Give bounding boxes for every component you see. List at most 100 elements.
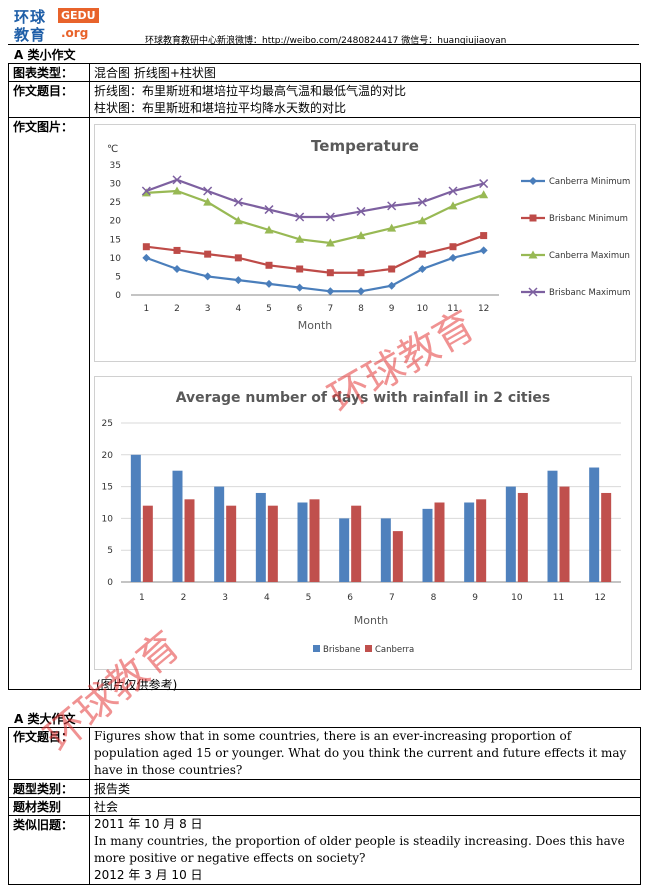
row-value-subject: 社会 (89, 797, 641, 816)
legend-swatch (313, 645, 320, 652)
similar-date-2: 2012 年 3 月 10 日 (94, 868, 203, 882)
x-tick-label: 8 (431, 593, 437, 603)
similar-date-1: 2011 年 10 月 8 日 (94, 817, 203, 831)
legend-label: Brisbanc Maximum (549, 288, 630, 298)
bar (505, 486, 516, 582)
y-tick-label: 15 (102, 483, 113, 493)
large-essay-title: A 类大作文 (14, 712, 76, 726)
logo-line1: 环球 (14, 8, 47, 26)
bar (464, 502, 475, 582)
data-point (449, 253, 457, 262)
gedu-logo: 环球 教育 GEDU .org (14, 6, 99, 44)
data-point (387, 281, 396, 290)
x-axis-title: Month (354, 614, 389, 627)
data-point (480, 232, 488, 240)
y-tick-label: 20 (102, 451, 114, 461)
header-divider (8, 44, 639, 45)
series-line (146, 189, 485, 245)
data-point (204, 250, 212, 258)
x-tick-label: 1 (139, 593, 145, 603)
rainfall-chart-frame: Average number of days with rainfall in … (94, 376, 632, 670)
logo-badge: GEDU (58, 8, 99, 23)
bar (380, 518, 391, 582)
legend-marker (528, 287, 538, 297)
row-label-subject: 题材类别 (8, 797, 90, 816)
data-point (448, 201, 458, 210)
x-axis-title: Month (298, 319, 333, 332)
x-tick-label: 10 (511, 593, 523, 603)
row-value-essay-topic: 折线图：布里斯班和堪培拉平均最高气温和最低气温的对比 柱状图：布里斯班和堪培拉平… (89, 81, 641, 118)
data-point (326, 269, 334, 277)
x-tick-label: 11 (447, 304, 458, 314)
x-tick-label: 9 (389, 304, 395, 314)
data-point (233, 197, 243, 207)
legend-marker (528, 250, 538, 259)
bar (130, 454, 141, 582)
data-point (449, 243, 457, 251)
data-point (203, 186, 213, 196)
y-tick-label: 0 (107, 578, 113, 588)
data-point (141, 186, 151, 196)
similar-question: In many countries, the proportion of old… (94, 834, 625, 865)
data-point (418, 250, 426, 258)
row-label-essay-image: 作文图片： (8, 117, 90, 690)
data-point (296, 265, 304, 273)
bar (309, 499, 320, 582)
x-tick-label: 9 (472, 593, 478, 603)
bar (214, 486, 225, 582)
x-tick-label: 10 (417, 304, 429, 314)
data-point (479, 179, 489, 189)
x-tick-label: 12 (594, 593, 605, 603)
x-tick-label: 2 (174, 304, 180, 314)
data-point (234, 276, 243, 285)
bar (172, 470, 183, 582)
temperature-chart-frame: Temperature ℃ 0 5 10 15 20 25 30 35 1 2 3 4 5 6 7 8 9 10 11 1… (94, 124, 636, 362)
data-point (172, 175, 182, 185)
bar (226, 505, 237, 582)
data-point (264, 225, 274, 234)
bar (184, 499, 195, 582)
data-point (265, 279, 273, 288)
y-axis-unit: ℃ (107, 144, 118, 155)
y-tick-label: 25 (102, 419, 113, 429)
x-tick-label: 3 (222, 593, 228, 603)
bar (434, 502, 445, 582)
bar (422, 508, 433, 582)
x-tick-label: 11 (553, 593, 564, 603)
data-point (173, 246, 181, 254)
data-point (265, 261, 273, 269)
chart-title: Average number of days with rainfall in … (176, 390, 551, 406)
data-point (203, 197, 213, 206)
data-point (295, 212, 305, 222)
data-point (418, 265, 427, 273)
bar (547, 470, 558, 582)
data-point (448, 186, 458, 196)
legend-marker (529, 177, 537, 185)
row-value-similar: 2011 年 10 月 8 日 In many countries, the p… (89, 815, 641, 885)
y-tick-label: 10 (102, 514, 114, 524)
data-point (203, 272, 212, 281)
row-label-chart-type: 图表类型： (8, 63, 90, 82)
x-tick-label: 7 (389, 593, 395, 603)
bar (601, 492, 612, 582)
chart-title: Temperature (311, 137, 419, 155)
y-tick-label: 25 (110, 198, 121, 208)
data-point (141, 188, 151, 197)
x-tick-label: 4 (235, 304, 241, 314)
y-tick-label: 20 (110, 217, 122, 227)
x-tick-label: 4 (264, 593, 270, 603)
topic-bar-chart: 柱状图：布里斯班和堪培拉平均降水天数的对比 (94, 101, 347, 115)
x-tick-label: 5 (266, 304, 272, 314)
row-label-similar: 类似旧题： (8, 815, 90, 885)
row-label-question-type: 题型类别： (8, 779, 90, 798)
data-point (172, 186, 182, 195)
series-line (145, 178, 484, 219)
legend-swatch (365, 645, 372, 652)
legend-label: Canberra Minimum (549, 177, 630, 187)
y-tick-label: 10 (110, 254, 122, 264)
legend-label: Canberra (375, 645, 414, 655)
y-tick-label: 0 (115, 291, 121, 301)
y-tick-label: 15 (110, 235, 121, 245)
data-point (142, 243, 150, 251)
